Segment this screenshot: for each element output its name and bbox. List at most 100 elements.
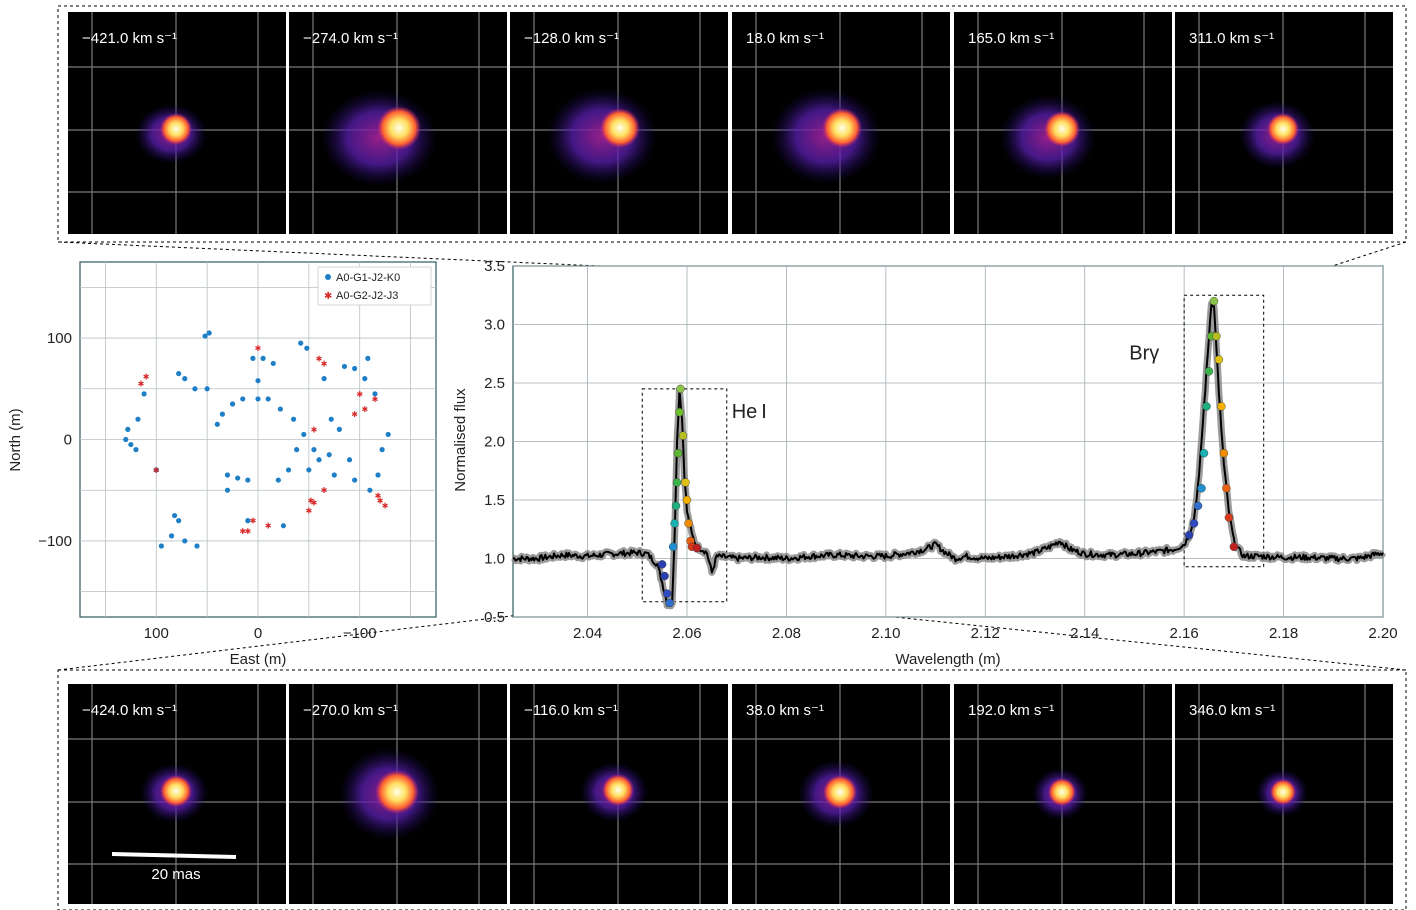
line-window-box — [1183, 294, 1265, 568]
velocity-channel-point — [665, 598, 674, 608]
uv-point-a0-g1 — [123, 436, 129, 443]
uv-ylabel: North (m) — [7, 408, 24, 471]
image-panel: 38.0 km s⁻¹ — [732, 684, 950, 904]
uv-point-a0-g1 — [158, 543, 164, 549]
uv-point-a0-g2: ✱ — [382, 501, 389, 510]
uv-point-a0-g1 — [304, 345, 310, 351]
uv-point-a0-g1 — [255, 378, 261, 384]
emission-core — [600, 108, 640, 148]
uv-point-a0-g1 — [352, 477, 358, 483]
emission-core — [1270, 779, 1296, 805]
uv-tick-labels: 100 0 −100 100 0 −100 — [38, 330, 376, 642]
uv-xtick-label: 100 — [144, 625, 169, 642]
spectrum-line — [510, 296, 1387, 610]
velocity-channel-point — [673, 449, 683, 458]
uv-point-a0-g2: ✱ — [138, 380, 145, 389]
spectrum-xtick-label: 2.16 — [1170, 625, 1199, 642]
emission-core — [1048, 778, 1076, 806]
uv-point-a0-g2: ✱ — [239, 527, 246, 536]
emission-core — [375, 770, 419, 814]
uv-point-a0-g1 — [326, 452, 332, 458]
spectrum-ytick-label: 1.0 — [484, 551, 505, 568]
velocity-channel-point — [682, 495, 692, 505]
emission-core — [377, 106, 421, 150]
velocity-label: −274.0 km s⁻¹ — [303, 30, 398, 47]
spectrum-annotations: He I Brγ — [732, 343, 1160, 424]
velocity-channel-point — [657, 560, 667, 569]
emission-core — [1267, 113, 1299, 145]
uv-point-a0-g2: ✱ — [377, 496, 384, 505]
uv-point-a0-g1 — [133, 447, 139, 453]
uv-point-a0-g1 — [294, 447, 300, 453]
velocity-label: −421.0 km s⁻¹ — [82, 30, 177, 47]
uv-point-a0-g2: ✱ — [153, 466, 160, 475]
uv-point-a0-g1 — [301, 431, 307, 438]
spectral-line-label: Brγ — [1129, 343, 1159, 365]
uv-point-a0-g1 — [192, 386, 198, 392]
image-panel: 192.0 km s⁻¹ — [954, 684, 1172, 904]
spectrum-xtick-label: 2.08 — [772, 625, 801, 642]
image-panel: 165.0 km s⁻¹ — [954, 12, 1172, 234]
uv-legend: A0-G1-J2-K0 ✱ A0-G2-J2-J3 — [317, 266, 432, 306]
emission-core — [823, 775, 857, 809]
spectrum-ylabel: Normalised flux — [452, 388, 469, 492]
legend-label-1: A0-G1-J2-K0 — [336, 272, 400, 284]
uv-point-a0-g2: ✱ — [306, 507, 313, 516]
emission-core — [160, 113, 192, 145]
velocity-channel-point — [1204, 367, 1214, 376]
spectrum-xtick-label: 2.04 — [573, 625, 602, 642]
image-panel: −128.0 km s⁻¹ — [510, 12, 728, 234]
uv-coverage-plot: ✱✱✱✱✱✱✱✱✱✱✱✱✱✱✱✱✱✱✱✱✱✱ 100 0 −1001000−100 … — [7, 261, 437, 668]
scale-bar-label: 20 mas — [151, 866, 200, 883]
top-image-row: −421.0 km s⁻¹ −274.0 km s⁻¹ −128.0 km s⁻¹ 1… — [68, 12, 1393, 234]
uv-points: ✱✱✱✱✱✱✱✱✱✱✱✱✱✱✱✱✱✱✱✱✱✱ — [123, 330, 391, 549]
velocity-channel-point — [1212, 332, 1221, 341]
uv-point-a0-g1 — [321, 376, 327, 382]
uv-point-a0-g1 — [194, 543, 200, 549]
uv-point-a0-g1 — [367, 487, 373, 493]
uv-point-a0-g1 — [275, 477, 281, 483]
spectrum-plot: 2.04 2.06 2.08 2.10 2.12 2.14 2.16 2.18 2.20 0.5 1… — [452, 258, 1398, 668]
uv-point-a0-g1 — [331, 472, 337, 478]
velocity-label: 192.0 km s⁻¹ — [968, 702, 1054, 719]
uv-point-a0-g1 — [219, 411, 225, 417]
image-panel: −116.0 km s⁻¹ — [510, 684, 728, 904]
spectrum-xtick-label: 2.14 — [1070, 625, 1099, 642]
legend-dot-icon — [325, 274, 331, 280]
spectral-line-label: He I — [732, 401, 767, 423]
scale-bar — [111, 852, 237, 859]
uv-point-a0-g2: ✱ — [351, 410, 358, 419]
image-panel: 18.0 km s⁻¹ — [732, 12, 950, 234]
uv-point-a0-g1 — [204, 386, 210, 392]
uv-point-a0-g1 — [153, 467, 159, 473]
velocity-label: 18.0 km s⁻¹ — [746, 30, 824, 47]
spectrum-xlabel: Wavelength (m) — [895, 651, 1000, 668]
spectrum-xtick-label: 2.18 — [1269, 625, 1298, 642]
spectrum-xtick-label: 2.06 — [672, 625, 701, 642]
uv-point-a0-g1 — [362, 376, 368, 382]
uv-point-a0-g2: ✱ — [244, 527, 251, 536]
velocity-label: −270.0 km s⁻¹ — [303, 702, 398, 719]
uv-point-a0-g2: ✱ — [321, 359, 328, 368]
uv-point-a0-g1 — [270, 360, 276, 367]
velocity-channel-point — [1217, 402, 1226, 411]
velocity-label: −116.0 km s⁻¹ — [524, 702, 618, 719]
uv-point-a0-g1 — [298, 340, 304, 346]
uv-point-a0-g1 — [240, 396, 246, 402]
uv-point-a0-g1 — [291, 416, 297, 422]
velocity-channel-point — [672, 478, 682, 487]
velocity-channel-point — [1219, 449, 1229, 458]
velocity-channel-point — [670, 519, 679, 528]
uv-point-a0-g1 — [372, 391, 378, 397]
uv-point-a0-g1 — [141, 391, 147, 397]
velocity-label: 165.0 km s⁻¹ — [968, 30, 1054, 47]
uv-point-a0-g1 — [214, 421, 220, 427]
uv-point-a0-g2: ✱ — [250, 517, 257, 526]
uv-point-a0-g1 — [182, 538, 188, 544]
velocity-channel-point — [1197, 484, 1206, 493]
uv-point-a0-g1 — [171, 512, 178, 519]
uv-point-a0-g1 — [379, 447, 385, 453]
uv-xtick-label: 0 — [254, 625, 262, 642]
velocity-channel-point — [1189, 519, 1199, 528]
uv-xtick-label: −100 — [343, 625, 377, 642]
